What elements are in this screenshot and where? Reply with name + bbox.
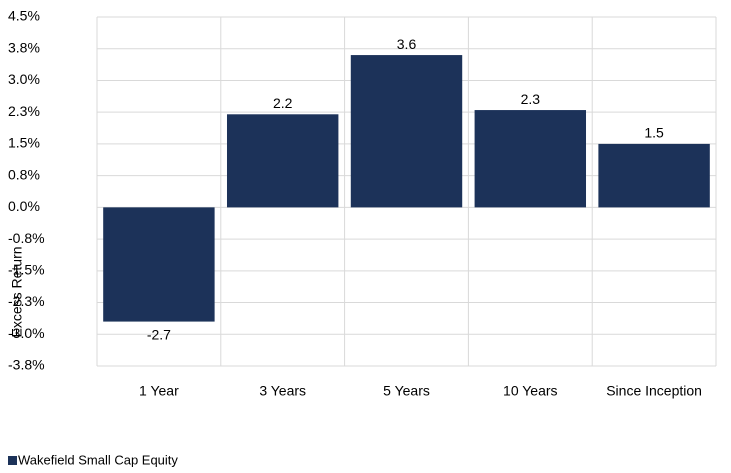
x-tick-label: 1 Year — [139, 383, 179, 399]
data-label: 2.2 — [273, 95, 293, 111]
bar — [474, 110, 587, 208]
y-tick-label: -0.8% — [8, 230, 45, 246]
y-tick-label: 2.3% — [8, 103, 40, 119]
x-tick-label: 10 Years — [503, 383, 558, 399]
x-tick-label: Since Inception — [606, 383, 702, 399]
y-tick-label: -3.8% — [8, 357, 45, 373]
data-label: 1.5 — [644, 125, 664, 141]
x-tick-label: 5 Years — [383, 383, 430, 399]
legend-label: Wakefield Small Cap Equity — [18, 452, 178, 467]
data-label: -2.7 — [147, 326, 171, 342]
y-tick-label: -3.0% — [8, 325, 45, 341]
bar — [103, 207, 215, 322]
y-tick-label: -1.5% — [8, 262, 45, 278]
bar — [350, 55, 463, 208]
y-tick-label: 3.0% — [8, 71, 40, 87]
y-tick-label: -2.3% — [8, 293, 45, 309]
y-tick-label: 3.8% — [8, 39, 40, 55]
bar — [226, 114, 339, 208]
y-tick-label: 1.5% — [8, 135, 40, 151]
y-tick-label: 0.0% — [8, 198, 40, 214]
y-axis-label: Excess Return — [9, 246, 25, 337]
legend-swatch — [8, 456, 17, 465]
y-tick-label: 4.5% — [8, 8, 40, 24]
bar — [598, 143, 710, 208]
y-tick-label: 0.8% — [8, 166, 40, 182]
data-label: 2.3 — [521, 91, 541, 107]
data-label: 3.6 — [397, 36, 417, 52]
x-tick-label: 3 Years — [259, 383, 306, 399]
